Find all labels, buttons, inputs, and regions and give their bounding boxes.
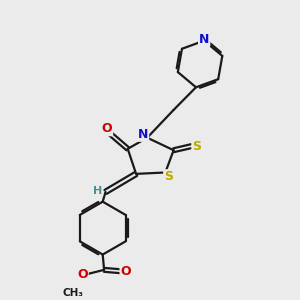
Text: H: H	[93, 186, 102, 196]
Text: O: O	[102, 122, 112, 135]
Text: S: S	[192, 140, 201, 153]
Text: S: S	[164, 170, 173, 183]
Text: N: N	[199, 33, 209, 46]
Text: O: O	[121, 265, 131, 278]
Text: O: O	[77, 268, 88, 281]
Text: CH₃: CH₃	[63, 289, 84, 298]
Text: N: N	[138, 128, 148, 141]
